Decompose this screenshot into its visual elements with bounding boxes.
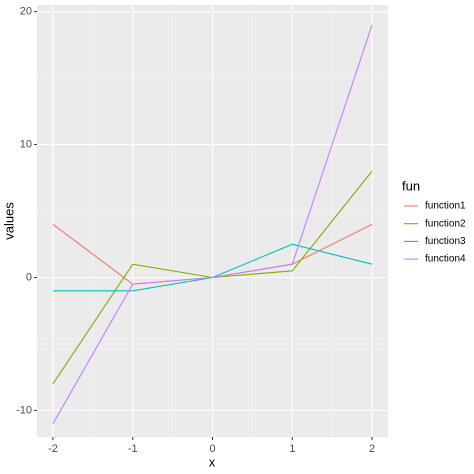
x-tick-label: 2 — [369, 443, 375, 455]
x-tick-label: 0 — [209, 443, 215, 455]
x-tick-label: 1 — [289, 443, 295, 455]
legend-label: function3 — [425, 236, 466, 247]
legend-label: function4 — [425, 254, 466, 265]
legend-title: fun — [402, 178, 420, 193]
y-tick-label: 10 — [20, 138, 32, 150]
grid — [37, 5, 388, 437]
y-tick-label: 20 — [20, 6, 32, 18]
x-tick-label: -1 — [128, 443, 138, 455]
lines — [52, 24, 373, 424]
legend-label: function1 — [425, 201, 466, 212]
x-axis-title: x — [209, 454, 216, 469]
x-tick-label: -2 — [48, 443, 58, 455]
y-axis-title: values — [1, 202, 16, 240]
legend-label: function2 — [425, 218, 466, 229]
y-tick-label: -10 — [16, 404, 32, 416]
y-tick-label: 0 — [26, 271, 32, 283]
series-line — [52, 24, 373, 424]
